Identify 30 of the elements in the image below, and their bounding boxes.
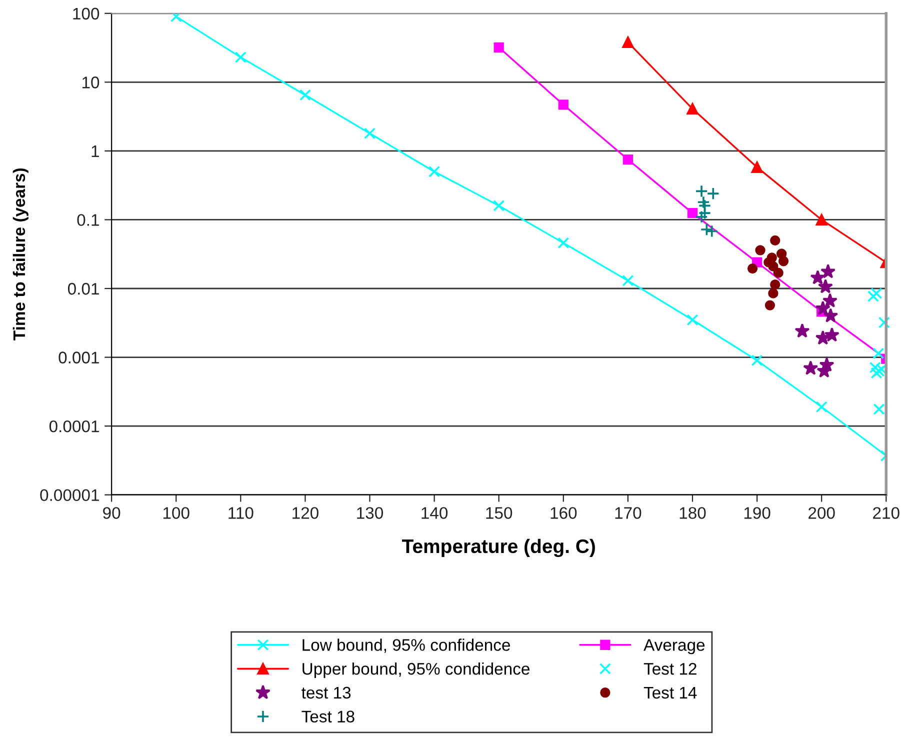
x-tick-label: 180 <box>680 507 706 519</box>
legend-label: test 13 <box>302 686 351 699</box>
x-tick-label: 110 <box>228 507 254 519</box>
y-tick-label: 0.01 <box>68 282 99 295</box>
x-tick-label: 190 <box>744 507 770 519</box>
x-tick-label: 90 <box>103 507 120 519</box>
legend-label: Test 14 <box>644 686 697 699</box>
x-tick-label: 200 <box>808 507 835 519</box>
y-tick-label: 0.001 <box>58 352 99 364</box>
x-tick-label: 170 <box>615 507 642 519</box>
y-tick-label: 1 <box>92 146 99 157</box>
legend-label: Test 18 <box>302 710 354 722</box>
x-tick-label: 130 <box>357 507 384 519</box>
legend-label: Low bound, 95% confidence <box>302 638 510 653</box>
y-tick-label: 100 <box>73 8 100 20</box>
y-tick-label: 10 <box>82 76 100 88</box>
legend-label: Upper bound, 95% condidence <box>302 662 530 678</box>
legend-label: Test 12 <box>644 662 696 675</box>
x-tick-label: 120 <box>292 507 318 519</box>
y-tick-label: 0.0001 <box>49 420 99 432</box>
y-axis-title: Time to failure (years) <box>12 168 28 340</box>
legend-label: Average <box>644 639 705 654</box>
x-tick-label: 100 <box>163 507 190 519</box>
y-tick-label: 0.00001 <box>40 489 99 502</box>
x-tick-label: 210 <box>873 507 900 519</box>
x-tick-label: 160 <box>550 507 577 519</box>
x-axis-title: Temperature (deg. C) <box>402 538 595 558</box>
y-tick-label: 0.1 <box>77 214 99 226</box>
x-tick-label: 150 <box>486 507 512 519</box>
x-tick-label: 140 <box>422 507 448 519</box>
